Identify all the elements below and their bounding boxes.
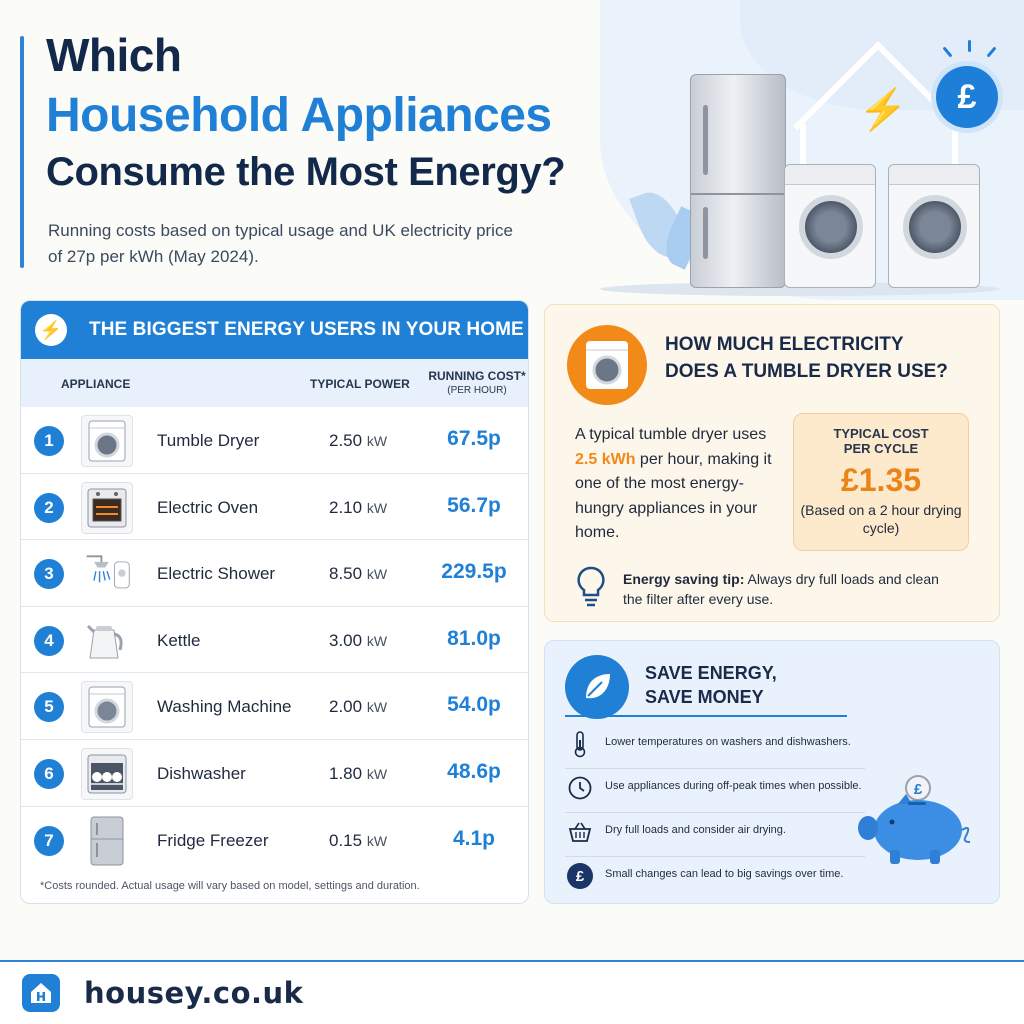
- table-row: 5 Washing Machine 2.00 kW 54.0p: [21, 673, 528, 740]
- energy-saving-tip: Energy saving tip: Always dry full loads…: [623, 571, 939, 607]
- lightning-bolt-icon: ⚡: [35, 314, 67, 346]
- cycle-cost-label: TYPICAL COST PER CYCLE: [833, 426, 929, 456]
- shine-rays-icon: [940, 40, 1000, 66]
- saving-tip-text: Use appliances during off-peak times whe…: [605, 780, 862, 792]
- table-row: 3 Electric Shower 8.50 kW 229.5p: [21, 540, 528, 607]
- fridge-illustration: [690, 74, 786, 288]
- appliance-cost: 67.5p: [447, 427, 501, 450]
- washing-machine-icon: [81, 681, 133, 734]
- appliance-name: Washing Machine: [157, 697, 292, 717]
- rank-badge: 1: [34, 426, 64, 456]
- saving-tip-text: Lower temperatures on washers and dishwa…: [605, 736, 851, 748]
- title-line-2: Household Appliances: [46, 89, 552, 142]
- appliance-name: Fridge Freezer: [157, 830, 269, 850]
- saving-tip: Use appliances during off-peak times whe…: [565, 771, 865, 813]
- save-panel-title: SAVE ENERGY, SAVE MONEY: [645, 663, 777, 707]
- appliance-cost: 4.1p: [452, 826, 496, 850]
- oven-icon: [81, 481, 133, 534]
- appliance-cost: 54.0p: [447, 693, 501, 717]
- piggy-bank-icon: £: [852, 774, 974, 866]
- rank-badge: 4: [34, 625, 64, 656]
- thermometer-icon: [567, 731, 593, 758]
- appliance-name: Kettle: [157, 630, 201, 650]
- column-cost: RUNNING COST*: [428, 369, 526, 383]
- cycle-cost-note: (Based on a 2 hour drying cycle): [800, 502, 962, 536]
- appliance-name: Tumble Dryer: [157, 431, 260, 450]
- appliance-power: 2.00 kW: [329, 697, 388, 717]
- footer: [0, 962, 1024, 1024]
- washing-machine-illustration: [784, 164, 876, 288]
- appliance-power: 1.80 kW: [329, 763, 388, 783]
- leaf-icon: [565, 655, 629, 719]
- housey-logo-icon[interactable]: [22, 974, 60, 1012]
- appliance-power: 2.10 kW: [329, 497, 388, 517]
- lightbulb-icon: [575, 565, 607, 609]
- appliance-name: Electric Oven: [157, 497, 259, 517]
- fridge-freezer-icon: [81, 815, 133, 867]
- pound-icon: £: [567, 863, 593, 889]
- saving-tip-text: Small changes can lead to big savings ov…: [605, 868, 844, 880]
- rank-badge: 6: [34, 758, 64, 789]
- rank-badge: 5: [34, 692, 64, 723]
- kettle-icon: [81, 615, 133, 667]
- appliance-power: 3.00 kW: [329, 630, 388, 650]
- table-row: 1 Tumble Dryer 2.50 kW 67.5p: [21, 407, 528, 474]
- shower-icon: [81, 548, 133, 600]
- appliance-cost: 56.7p: [447, 493, 501, 517]
- dryer-description: A typical tumble dryer uses 2.5 kWh per …: [575, 426, 772, 541]
- title-divider: [565, 715, 847, 717]
- clock-icon: [567, 775, 593, 801]
- lightning-bolt-icon: ⚡: [858, 88, 908, 132]
- column-power: TYPICAL POWER: [310, 377, 410, 391]
- saving-tip: Lower temperatures on washers and dishwa…: [565, 727, 865, 769]
- appliance-name: Electric Shower: [157, 564, 276, 584]
- tumble-dryer-panel: HOW MUCH ELECTRICITY DOES A TUMBLE DRYER…: [544, 304, 1000, 622]
- appliance-power: 8.50 kW: [329, 564, 388, 584]
- rank-badge: 3: [34, 559, 64, 590]
- page-title: Which Household Appliances Consume the M…: [46, 29, 566, 194]
- appliance-power: 2.50 kW: [329, 431, 388, 450]
- dishwasher-icon: [81, 747, 133, 800]
- dryer-kwh-highlight: 2.5 kWh: [575, 450, 636, 468]
- appliance-cost: 229.5p: [441, 560, 507, 584]
- energy-users-table: ⚡ THE BIGGEST ENERGY USERS IN YOUR HOME …: [20, 300, 529, 904]
- cycle-cost-box: TYPICAL COST PER CYCLE £1.35 (Based on a …: [793, 413, 969, 551]
- pound-coin-icon: £: [936, 66, 998, 128]
- page-subtitle: Running costs based on typical usage and…: [48, 221, 513, 266]
- basket-icon: [567, 819, 593, 845]
- table-row: 4 Kettle 3.00 kW 81.0p: [21, 607, 528, 674]
- coin-pound-symbol: £: [914, 781, 923, 798]
- rank-badge: 7: [34, 825, 64, 856]
- table-header: ⚡ THE BIGGEST ENERGY USERS IN YOUR HOME: [21, 301, 528, 359]
- save-energy-panel: SAVE ENERGY, SAVE MONEY Lower temperatur…: [544, 640, 1000, 904]
- title-line-1: Which: [46, 29, 182, 81]
- title-accent-bar: [20, 36, 24, 268]
- saving-tip: Dry full loads and consider air drying.: [565, 815, 865, 857]
- appliance-power: 0.15 kW: [329, 830, 388, 850]
- column-cost-sub: (PER HOUR): [447, 385, 507, 396]
- tumble-dryer-illustration: [888, 164, 980, 288]
- footer-divider: [0, 960, 1024, 962]
- site-link[interactable]: housey.co.uk: [84, 976, 304, 1010]
- title-line-3: Consume the Most Energy?: [46, 150, 566, 194]
- dryer-panel-title: HOW MUCH ELECTRICITY DOES A TUMBLE DRYER…: [665, 334, 948, 382]
- table-row: 6 Dishwasher 1.80 kW 48.6p: [21, 740, 528, 807]
- table-row: 7 Fridge Freezer 0.15 kW 4.1p: [21, 807, 528, 874]
- tumble-dryer-icon: [567, 325, 647, 405]
- table-title: THE BIGGEST ENERGY USERS IN YOUR HOME: [89, 319, 524, 340]
- column-appliance: APPLIANCE: [61, 377, 131, 391]
- tumble-dryer-icon: [81, 415, 133, 467]
- appliance-name: Dishwasher: [157, 763, 246, 783]
- saving-tip-text: Dry full loads and consider air drying.: [605, 824, 786, 836]
- table-column-headers: APPLIANCE TYPICAL POWER RUNNING COST* (P…: [21, 359, 528, 407]
- appliance-cost: 48.6p: [447, 759, 501, 783]
- table-footnote: *Costs rounded. Actual usage will vary b…: [40, 880, 420, 892]
- table-row: 2 Electric Oven 2.10 kW 56.7p: [21, 474, 528, 541]
- cycle-cost-value: £1.35: [840, 462, 922, 498]
- appliance-cost: 81.0p: [447, 626, 501, 650]
- saving-tip: £ Small changes can lead to big savings …: [565, 859, 865, 895]
- rank-badge: 2: [34, 492, 64, 523]
